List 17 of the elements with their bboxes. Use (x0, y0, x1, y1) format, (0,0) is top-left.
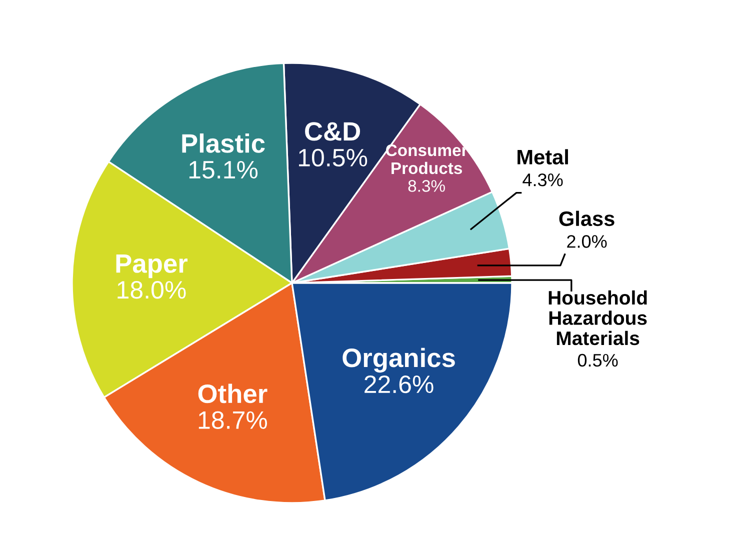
slice-label: Other (198, 384, 268, 404)
data-label: 18.0% (118, 281, 186, 299)
slice-label: Paper (116, 254, 188, 278)
data-label: 4.3% (522, 173, 563, 186)
data-label: 0.5% (578, 354, 618, 367)
data-label: 18.7% (198, 411, 268, 429)
data-label: 15.1% (189, 161, 258, 179)
data-label: 2.0% (567, 235, 607, 248)
data-label: 8.3% (408, 180, 445, 192)
data-label: 10.5% (299, 148, 368, 167)
slice-label: Plastic (182, 133, 265, 153)
slice-label: Household Hazardous Materials (548, 290, 647, 346)
slice-label: Organics (342, 348, 455, 373)
slice-label: C&D (305, 122, 360, 141)
slice-label: Glass (559, 210, 614, 226)
slice-label: Metal (518, 149, 568, 164)
data-label: 22.6% (364, 375, 434, 394)
